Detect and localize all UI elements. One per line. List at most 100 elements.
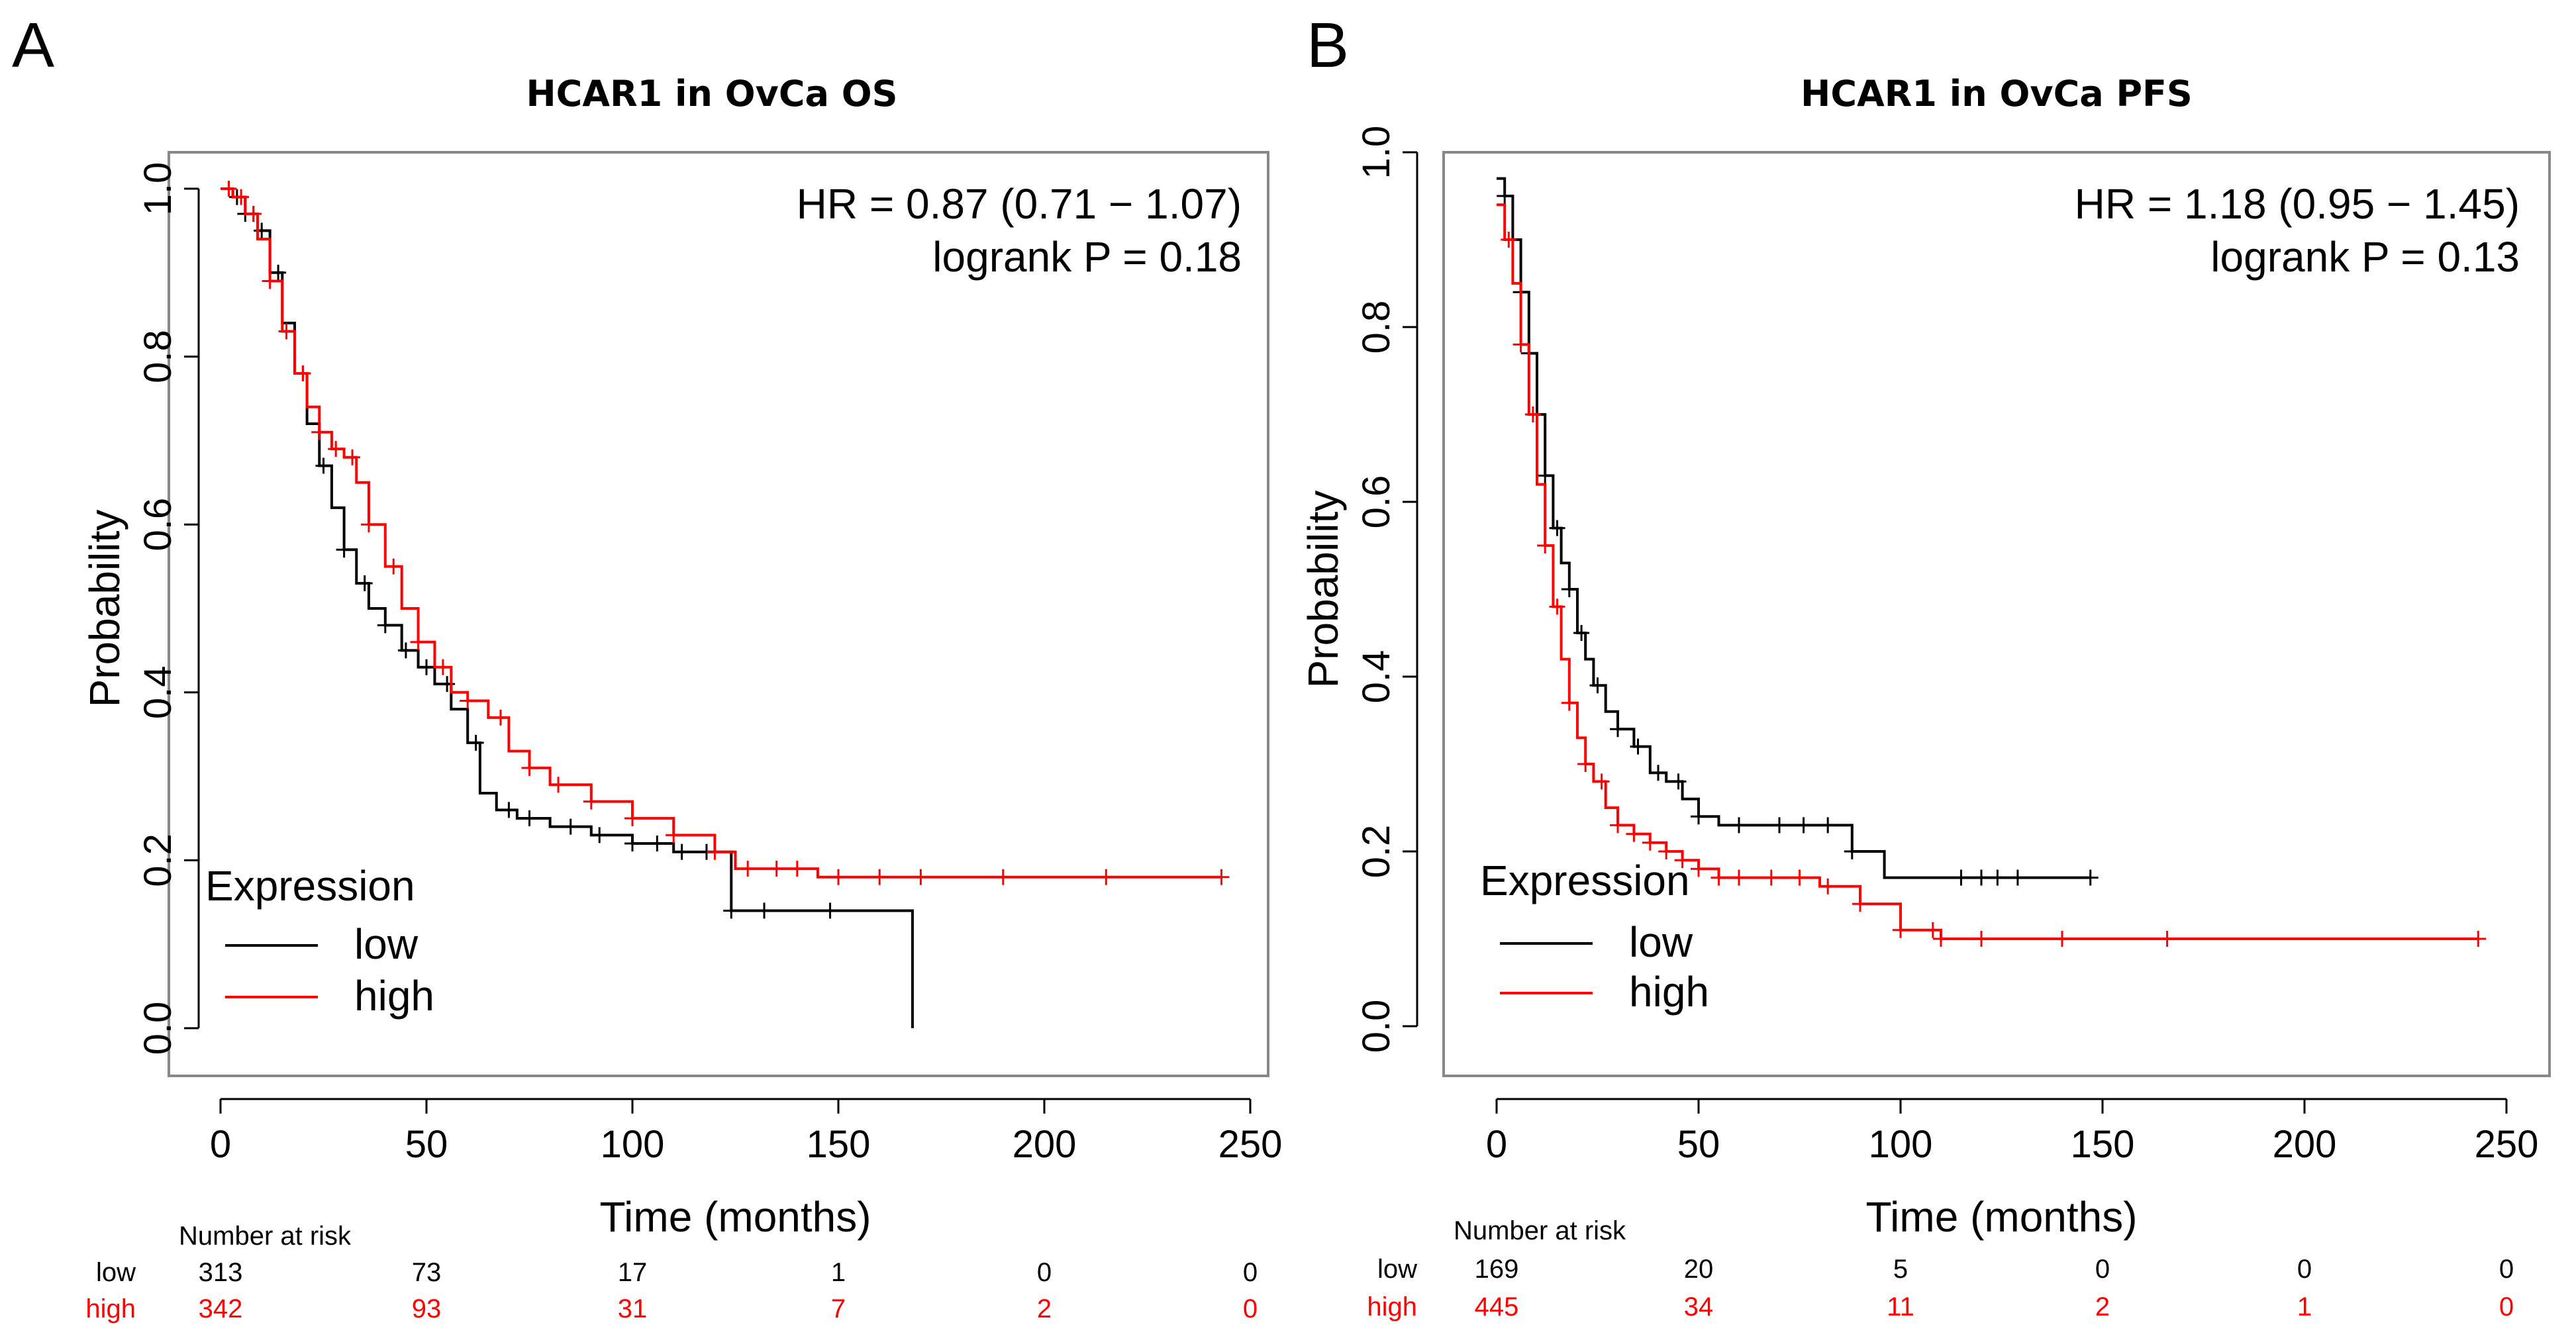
risk-table-label: high [1367, 1292, 1417, 1321]
plot-frame [1442, 151, 2551, 1077]
censor-mark-low [756, 902, 773, 919]
censor-mark-low [1497, 188, 1513, 204]
censor-mark-low [723, 902, 740, 919]
legend-label-high: high [354, 972, 434, 1020]
censor-mark-low [1650, 765, 1666, 781]
chart-title: HCAR1 in OvCa OS [526, 73, 898, 115]
x-tick-label: 150 [2071, 1123, 2135, 1166]
plot-frame [168, 151, 1269, 1077]
risk-table-label: low [1377, 1255, 1417, 1284]
censor-mark-high [434, 659, 451, 675]
x-tick-label: 200 [1013, 1123, 1077, 1166]
censor-mark-low [822, 902, 838, 919]
x-axis-label: Time (months) [1865, 1193, 2137, 1241]
y-tick-label: 0.4 [136, 665, 179, 719]
censor-mark-high [311, 424, 328, 440]
censor-mark-high [1626, 826, 1642, 842]
risk-table-value: 17 [618, 1258, 648, 1287]
legend-title: Expression [1480, 857, 1690, 904]
censor-mark-low [270, 264, 287, 281]
censor-mark-high [492, 709, 509, 726]
legend-title: Expression [205, 862, 415, 910]
censor-mark-low [1795, 817, 1812, 834]
x-tick-label: 0 [1486, 1123, 1507, 1166]
risk-table-value: 0 [1037, 1258, 1052, 1287]
x-tick-label: 50 [1677, 1123, 1720, 1166]
y-axis-label: Probability [81, 510, 128, 708]
censor-mark-low [1820, 817, 1836, 834]
censor-mark-high [233, 189, 250, 205]
censor-mark-high [1731, 869, 1747, 886]
censor-mark-low [1610, 721, 1626, 738]
censor-mark-low [1771, 817, 1787, 834]
censor-mark-high [278, 323, 295, 340]
panel-b: B HCAR1 in OvCa PFS 0.0 0.2 0.4 0.6 0.8 1.0 Pr… [1288, 0, 2576, 1344]
panel-letter: A [12, 10, 55, 81]
x-tick-label: 150 [807, 1123, 871, 1166]
censor-mark-high [1791, 869, 1808, 886]
censor-mark-low [673, 843, 690, 860]
y-tick-label: 0.4 [1355, 650, 1398, 704]
y-tick-label: 0.0 [1355, 1000, 1398, 1053]
censor-mark-low [439, 676, 456, 693]
censor-mark-low [1844, 843, 1860, 859]
risk-table-value: 0 [2095, 1255, 2110, 1284]
risk-table-value: 34 [1684, 1292, 1714, 1321]
legend-label-high: high [1629, 968, 1709, 1016]
censor-mark-low [1953, 869, 1969, 886]
censor-mark-low [377, 617, 393, 634]
risk-table-value: 7 [831, 1294, 846, 1323]
risk-table-value: 1 [831, 1258, 846, 1287]
risk-table-label: high [85, 1294, 136, 1323]
survival-curve-low [1497, 177, 2091, 879]
y-tick-label: 1.0 [1355, 126, 1398, 179]
censor-mark-high [1524, 407, 1541, 422]
legend-label-low: low [1629, 918, 1693, 966]
y-tick-label: 1.0 [136, 162, 179, 216]
censor-mark-high [521, 759, 538, 776]
censor-mark-high [410, 634, 426, 650]
censor-mark-high [1501, 232, 1517, 248]
censor-mark-high [1610, 817, 1626, 834]
risk-table-value: 169 [1475, 1255, 1519, 1284]
censor-mark-high [995, 869, 1011, 885]
censor-mark-low [562, 818, 579, 835]
censor-mark-high [1213, 869, 1230, 885]
hazard-ratio-annotation: HR = 0.87 (0.71 − 1.07) [797, 180, 1242, 228]
x-tick-label: 250 [2475, 1123, 2539, 1166]
risk-table-value: 0 [2297, 1255, 2312, 1284]
censor-mark-high [2054, 931, 2070, 947]
censor-mark-low [2009, 869, 2026, 886]
y-tick-label: 0.8 [1355, 301, 1398, 354]
x-tick-label: 100 [601, 1123, 665, 1166]
censor-mark-low [397, 642, 414, 659]
censor-mark-high [221, 181, 237, 197]
censor-mark-low [521, 810, 538, 826]
censor-mark-high [830, 869, 846, 885]
survival-curve-high [221, 187, 1222, 879]
censor-mark-high [2159, 931, 2175, 947]
survival-curve-high [1497, 203, 2479, 940]
censor-mark-low [315, 457, 332, 474]
y-tick-label: 0.0 [136, 1002, 179, 1055]
y-tick-label: 0.2 [136, 834, 179, 887]
censor-mark-low [1630, 738, 1646, 755]
x-tick-label: 250 [1218, 1123, 1283, 1166]
censor-mark-low [419, 659, 434, 675]
censor-mark-high [1763, 869, 1779, 886]
censor-mark-high [295, 365, 311, 381]
risk-table-value: 31 [618, 1294, 648, 1323]
censor-mark-high [1674, 852, 1691, 869]
risk-table-value: 1 [2297, 1292, 2312, 1321]
censor-mark-high [583, 793, 599, 810]
panel-a: A HCAR1 in OvCa OS 0.0 0.2 0.4 0.6 0.8 1.0 Pro… [12, 10, 1283, 1323]
risk-table-value: 20 [1684, 1255, 1714, 1284]
censor-mark-high [1820, 878, 1836, 894]
censor-mark-low [1731, 817, 1747, 834]
censor-mark-high [1924, 922, 1941, 938]
censor-mark-high [1561, 695, 1577, 711]
risk-table-value: 313 [199, 1258, 243, 1287]
censor-mark-high [789, 861, 805, 877]
censor-mark-high [1537, 538, 1554, 553]
censor-mark-high [1577, 756, 1594, 772]
